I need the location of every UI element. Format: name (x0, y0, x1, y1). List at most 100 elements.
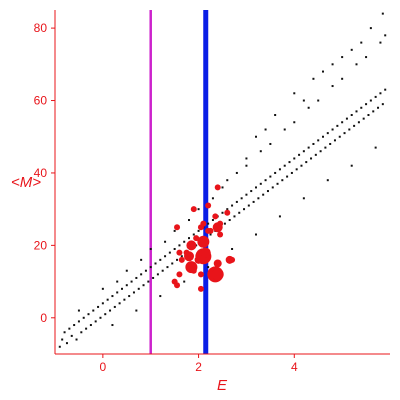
data-point (379, 92, 382, 95)
data-point (269, 175, 272, 178)
data-point (367, 114, 370, 117)
data-point (243, 208, 246, 211)
data-point (240, 197, 243, 200)
data-point (152, 276, 155, 279)
data-point (200, 247, 211, 258)
data-point (245, 164, 248, 167)
data-point (184, 251, 194, 262)
data-point (109, 309, 112, 312)
data-point (307, 106, 310, 109)
data-point (142, 284, 145, 287)
data-point (176, 271, 183, 278)
data-point (223, 222, 226, 225)
data-point (125, 284, 128, 287)
y-tick-label: 80 (34, 21, 48, 35)
data-point (322, 70, 324, 73)
data-point (353, 124, 356, 127)
data-point (193, 235, 200, 242)
data-point (384, 88, 387, 91)
data-point (228, 219, 231, 222)
data-point (302, 99, 305, 102)
data-point (235, 171, 238, 174)
data-point (190, 206, 197, 213)
data-point (130, 280, 133, 283)
data-point (121, 287, 123, 290)
data-point (329, 142, 332, 145)
data-points (58, 12, 387, 348)
data-point (307, 146, 310, 149)
data-point (200, 220, 207, 227)
data-point (300, 164, 303, 167)
data-point (149, 247, 152, 250)
data-point (369, 27, 372, 30)
data-point (288, 161, 291, 164)
data-point (140, 258, 143, 261)
data-point (341, 77, 344, 80)
data-point (197, 285, 204, 292)
data-point (338, 135, 341, 138)
data-point (326, 179, 329, 182)
data-point (348, 128, 351, 131)
data-point (293, 121, 296, 124)
data-point (302, 150, 305, 153)
data-point (68, 327, 71, 330)
data-point (281, 179, 284, 182)
data-point (257, 197, 260, 200)
axes (51, 10, 390, 358)
data-point (197, 235, 210, 248)
data-point (116, 280, 119, 283)
data-point (144, 269, 147, 272)
data-point (365, 56, 368, 59)
data-point (276, 182, 279, 185)
data-point (87, 313, 90, 316)
data-point (350, 164, 353, 167)
data-point (317, 99, 320, 102)
data-point (333, 139, 336, 142)
data-point (322, 135, 324, 138)
data-point (317, 139, 320, 142)
data-point (295, 168, 298, 171)
data-point (350, 48, 353, 51)
data-point (245, 193, 248, 196)
data-point (214, 184, 221, 191)
data-point (147, 280, 150, 283)
data-point (233, 215, 236, 218)
data-point (319, 150, 322, 153)
data-point (350, 114, 353, 117)
data-point (156, 273, 159, 276)
data-point (168, 251, 171, 254)
data-point (245, 157, 248, 160)
data-point (374, 95, 377, 98)
data-point (381, 12, 384, 15)
data-point (111, 295, 114, 298)
data-point (369, 99, 372, 102)
data-point (266, 190, 269, 193)
data-point (164, 240, 167, 243)
data-point (302, 197, 305, 200)
y-tick-label: 40 (34, 166, 48, 180)
data-point (92, 309, 95, 312)
data-point (154, 262, 157, 265)
data-point (374, 146, 377, 149)
data-point (180, 255, 183, 258)
data-point (82, 316, 85, 319)
data-point (355, 63, 358, 66)
data-point (247, 204, 250, 207)
data-point (173, 247, 176, 250)
data-point (128, 295, 131, 298)
data-point (197, 208, 200, 211)
data-point (73, 324, 76, 327)
data-point (159, 258, 162, 261)
data-point (183, 280, 186, 283)
data-point (365, 103, 368, 106)
data-point (104, 313, 107, 316)
data-point (132, 291, 135, 294)
data-point (188, 237, 190, 240)
data-point (231, 247, 234, 250)
data-point (283, 128, 286, 131)
data-point (343, 132, 346, 135)
data-point (213, 259, 222, 268)
data-point (197, 229, 200, 232)
